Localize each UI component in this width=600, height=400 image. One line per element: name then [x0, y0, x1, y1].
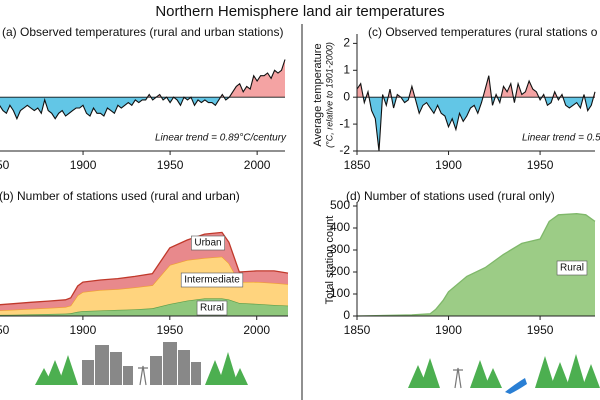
- y-tick-label: -2: [339, 143, 350, 157]
- y-axis-label: (°C, relative to 1901-2000): [324, 42, 334, 148]
- trend-annotation: Linear trend = 0.89°C/century: [155, 133, 287, 144]
- y-tick-label: 0: [343, 89, 350, 103]
- icons-left: [35, 342, 248, 386]
- x-tick-label: 1850: [344, 323, 371, 337]
- chart-title: (a) Observed temperatures (rural and urb…: [2, 25, 283, 39]
- pos-area: [357, 75, 595, 98]
- y-tick-label: 2: [343, 36, 350, 50]
- x-tick-label: 1900: [435, 323, 462, 337]
- stack-area: [357, 213, 595, 316]
- neg-area: [357, 97, 595, 151]
- series-label: Rural: [200, 303, 224, 314]
- x-tick-label: 1850: [0, 323, 10, 337]
- x-tick-label: 2000: [244, 158, 271, 172]
- y-tick-label: 500: [330, 198, 350, 212]
- series-label: Urban: [194, 238, 221, 249]
- x-tick-label: 1850: [344, 158, 371, 172]
- label-box: [196, 300, 228, 316]
- stack-edge: [356, 213, 596, 317]
- y-tick-label: 200: [330, 264, 350, 278]
- y-tick-label: 400: [330, 220, 350, 234]
- y-tick-label: 0: [343, 308, 350, 322]
- chart-title: (c) Observed temperatures (rural station…: [368, 25, 598, 39]
- anomaly-line: [356, 75, 596, 152]
- y-tick-label: -1: [339, 116, 350, 130]
- label-box: [191, 235, 225, 251]
- x-tick-label: 1950: [157, 158, 184, 172]
- y-tick-label: 300: [330, 242, 350, 256]
- x-tick-label: 1850: [0, 158, 10, 172]
- x-tick-label: 1950: [156, 323, 183, 337]
- label-box: [556, 260, 588, 276]
- icons-right: [408, 354, 600, 394]
- series-label: Rural: [560, 263, 584, 274]
- x-tick-label: 1900: [70, 158, 97, 172]
- chart-title: (d) Number of stations used (rural only): [346, 189, 555, 203]
- x-tick-label: 1950: [527, 323, 554, 337]
- x-tick-label: 1950: [527, 158, 554, 172]
- anomaly-line: [0, 59, 286, 121]
- stack-area: [0, 232, 288, 311]
- stack-edge: [0, 231, 289, 306]
- series-label: Intermediate: [184, 275, 240, 286]
- y-axis-label: Total station count: [324, 216, 336, 305]
- x-tick-label: 1900: [435, 158, 462, 172]
- figure-title: Northern Hemisphere land air temperature…: [155, 3, 444, 20]
- x-tick-label: 2000: [243, 323, 270, 337]
- stack-area: [0, 256, 288, 315]
- trend-annotation: Linear trend = 0.5: [522, 133, 600, 144]
- x-tick-label: 1900: [70, 323, 97, 337]
- chart-title: (b) Number of stations used (rural and u…: [0, 189, 240, 203]
- label-box: [180, 272, 244, 288]
- neg-area: [0, 97, 285, 119]
- y-tick-label: 1: [343, 62, 350, 76]
- y-axis-label: Average temperature: [312, 43, 324, 146]
- y-tick-label: 100: [330, 286, 350, 300]
